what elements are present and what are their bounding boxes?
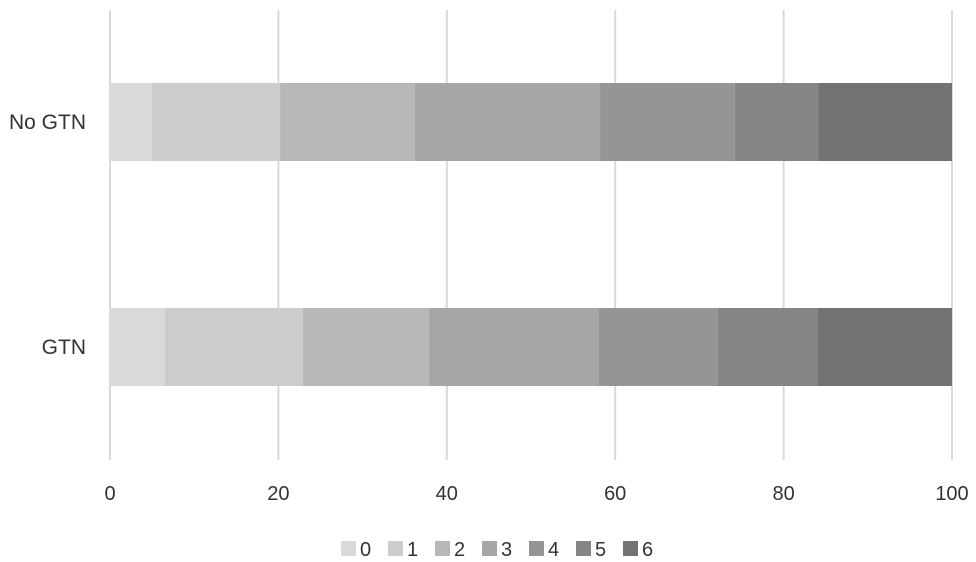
gridlines — [109, 10, 953, 460]
legend-swatch-0 — [341, 541, 356, 556]
bar-segment-gtn-4 — [598, 308, 718, 386]
bar-segment-no-gtn-6 — [818, 83, 952, 161]
bar-segment-no-gtn-1 — [152, 83, 281, 161]
category-label-no-gtn: No GTN — [9, 111, 86, 134]
bar-segment-no-gtn-2 — [280, 83, 415, 161]
bar-segment-no-gtn-3 — [414, 83, 601, 161]
x-tick-label-60: 60 — [604, 483, 626, 505]
bar-segment-gtn-6 — [817, 308, 952, 386]
legend: 0 1 2 3 4 5 6 — [341, 539, 653, 561]
bar-segment-gtn-1 — [164, 308, 303, 386]
category-labels: No GTN GTN — [9, 111, 86, 359]
legend-swatch-5 — [576, 541, 591, 556]
legend-label-4: 4 — [548, 539, 559, 561]
category-label-gtn: GTN — [42, 336, 86, 359]
legend-swatch-4 — [529, 541, 544, 556]
x-tick-label-20: 20 — [267, 483, 289, 505]
legend-swatch-2 — [435, 541, 450, 556]
legend-swatch-1 — [388, 541, 403, 556]
x-tick-label-0: 0 — [104, 483, 115, 505]
bar-segment-gtn-0 — [110, 308, 165, 386]
bar-segment-gtn-3 — [429, 308, 599, 386]
legend-label-6: 6 — [642, 539, 653, 561]
legend-label-5: 5 — [595, 539, 606, 561]
bar-segment-no-gtn-0 — [110, 83, 153, 161]
bar-segment-no-gtn-5 — [734, 83, 819, 161]
x-axis-tick-labels: 0 20 40 60 80 100 — [104, 483, 968, 505]
bars — [110, 83, 952, 386]
bar-segment-gtn-5 — [717, 308, 818, 386]
legend-swatch-6 — [623, 541, 638, 556]
legend-label-1: 1 — [407, 539, 418, 561]
bar-segment-no-gtn-4 — [600, 83, 735, 161]
legend-label-0: 0 — [360, 539, 371, 561]
x-tick-label-100: 100 — [935, 483, 968, 505]
legend-label-3: 3 — [501, 539, 512, 561]
x-tick-label-40: 40 — [436, 483, 458, 505]
legend-swatch-3 — [482, 541, 497, 556]
bar-segment-gtn-2 — [302, 308, 430, 386]
x-tick-label-80: 80 — [772, 483, 794, 505]
legend-label-2: 2 — [454, 539, 465, 561]
